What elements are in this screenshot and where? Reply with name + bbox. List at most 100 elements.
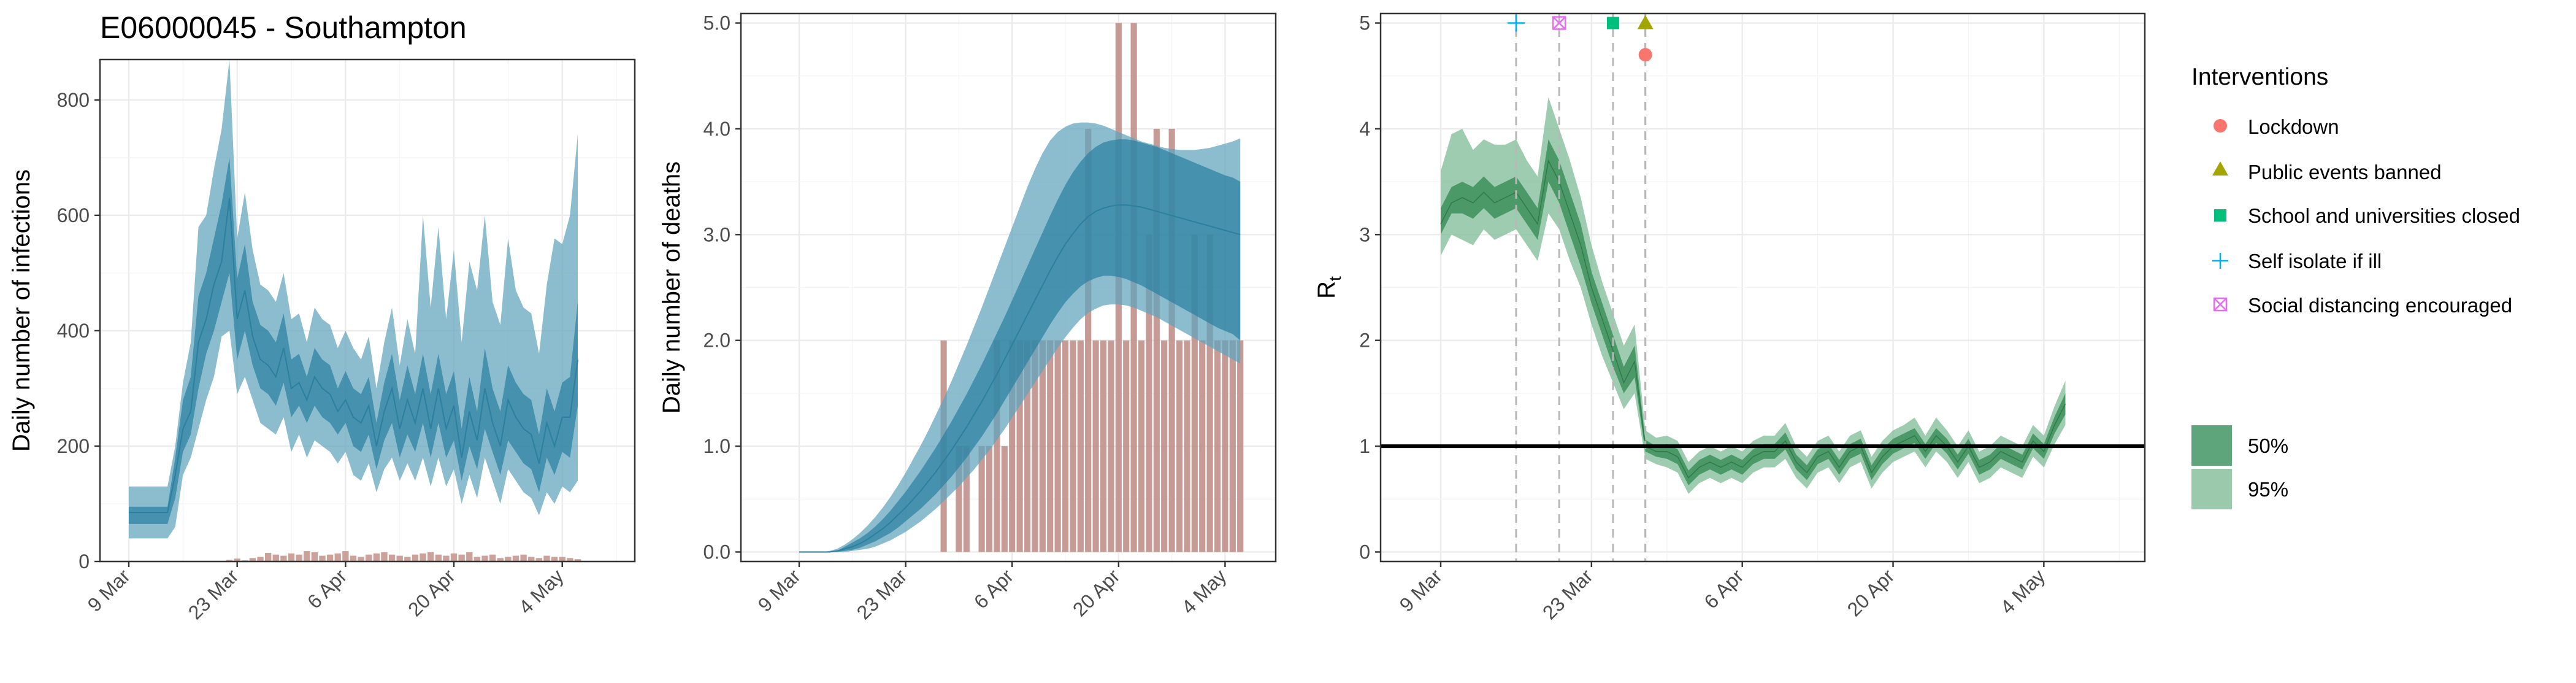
death-bar [1077,340,1084,552]
death-bar [956,446,962,552]
infection-bar [334,553,341,561]
x-tick-label: 6 Apr [303,565,351,613]
infection-bar [450,553,458,561]
y-tick-label: 4 [1359,118,1370,140]
band-50 [1441,139,2066,485]
legend-item-social-distancing: Social distancing encouraged [2213,294,2512,317]
interventions-legend: Interventions Lockdown Public events ban… [2191,64,2520,317]
infection-bar [473,557,481,561]
y-tick-label: 0.0 [703,541,730,563]
infection-bar [528,557,535,561]
death-bar [1229,340,1236,552]
infections-panel: 0 200 400 600 800 9 Mar 23 Mar 6 Apr 20 Apr 4 May… [8,58,636,623]
death-bar [1206,234,1213,552]
x-tick-label: 23 Mar [853,565,911,623]
infection-bar [249,558,256,561]
school-square-icon [2214,209,2226,222]
x-tick-label: 9 Mar [754,565,805,616]
infection-bar [296,554,302,561]
death-bar [1168,128,1175,552]
death-bar [978,446,985,552]
band-swatch-50 [2191,425,2232,466]
infection-bar [381,552,388,561]
rt-panel: 0 1 2 3 4 5 9 Mar 23 Mar 6 Apr 20 Apr 4 May Rt [1313,12,2146,623]
x-tick-label: 23 Mar [1538,565,1597,623]
y-tick-label: 2 [1359,330,1370,352]
y-tick-label: 2.0 [703,330,730,352]
infection-bar [489,554,496,561]
infection-bar [420,553,426,561]
infection-bar [481,555,488,561]
death-bar [1199,340,1206,552]
y-axis-label: Rt [1313,276,1344,299]
infection-bar [512,555,519,561]
infection-bar [559,557,565,561]
y-tick-label: 600 [57,204,90,226]
death-bar [1176,340,1183,552]
infection-bar [404,557,411,561]
death-bar [994,340,1000,552]
social-distancing-boxed-x-icon [2213,297,2228,312]
death-bar [1001,446,1008,552]
legend-label-self-isolate: Self isolate if ill [2248,250,2382,272]
median-line [1440,159,2066,479]
infection-bar [257,557,264,561]
infection-bar [520,554,527,561]
death-bar [1123,340,1130,552]
infection-bar [366,554,372,561]
infection-bar [427,552,434,561]
infection-bar [551,557,558,561]
death-bar [1016,340,1023,552]
death-bar [1146,234,1152,552]
x-tick-label: 23 Mar [184,565,243,623]
figure-title: E06000045 - Southampton [100,10,467,45]
infection-bar [458,554,465,561]
death-bar [1237,340,1244,552]
lockdown-marker [1638,48,1652,62]
x-tick-label: 9 Mar [83,565,135,616]
death-bar [1047,340,1054,552]
y-axis-label-subscript: t [1325,276,1344,281]
death-bar [1184,340,1190,552]
infection-bar [264,552,272,561]
infection-bar [466,552,473,561]
death-bar [963,446,970,552]
infection-bar [567,558,573,561]
y-tick-label: 5.0 [703,12,730,34]
y-tick-label: 200 [57,435,90,457]
infection-bar [280,555,287,561]
y-tick-label: 3 [1359,223,1370,245]
infection-bar [543,555,550,561]
infection-bar [574,559,581,561]
infection-bar [226,560,233,561]
death-bar [1039,340,1046,552]
x-tick-label: 20 Apr [1843,565,1899,620]
legend-item-public-events: Public events banned [2212,161,2442,183]
death-bar [1161,340,1168,552]
death-bar [1222,340,1229,552]
infection-bar [505,557,512,561]
y-tick-label: 0 [1359,541,1370,563]
deaths-panel: 0.0 1.0 2.0 3.0 4.0 5.0 9 Mar 23 Mar 6 Apr 20 Apr… [658,12,1279,623]
panel-border [99,58,636,563]
legend-label-school: School and universities closed [2248,204,2520,227]
legend-label-social-distancing: Social distancing encouraged [2248,294,2512,317]
infection-bar [234,558,240,561]
infection-bar [288,553,295,561]
public-events-triangle-icon [2212,161,2228,176]
school-marker [1606,17,1619,29]
infection-bar [319,555,326,561]
death-bar [1138,340,1145,552]
death-bar [1108,340,1114,552]
y-tick-label: 1.0 [703,435,730,457]
x-tick-label: 4 May [515,565,568,618]
self-isolate-marker [1507,14,1525,32]
y-axis-label: Daily number of infections [8,169,35,452]
x-tick-label: 4 May [1177,565,1230,618]
x-tick-label: 20 Apr [404,565,459,620]
death-bar [1092,340,1099,552]
infection-bar [388,554,396,561]
x-tick-label: 6 Apr [970,565,1018,613]
infection-bar [435,554,442,561]
infection-bar [396,555,403,561]
